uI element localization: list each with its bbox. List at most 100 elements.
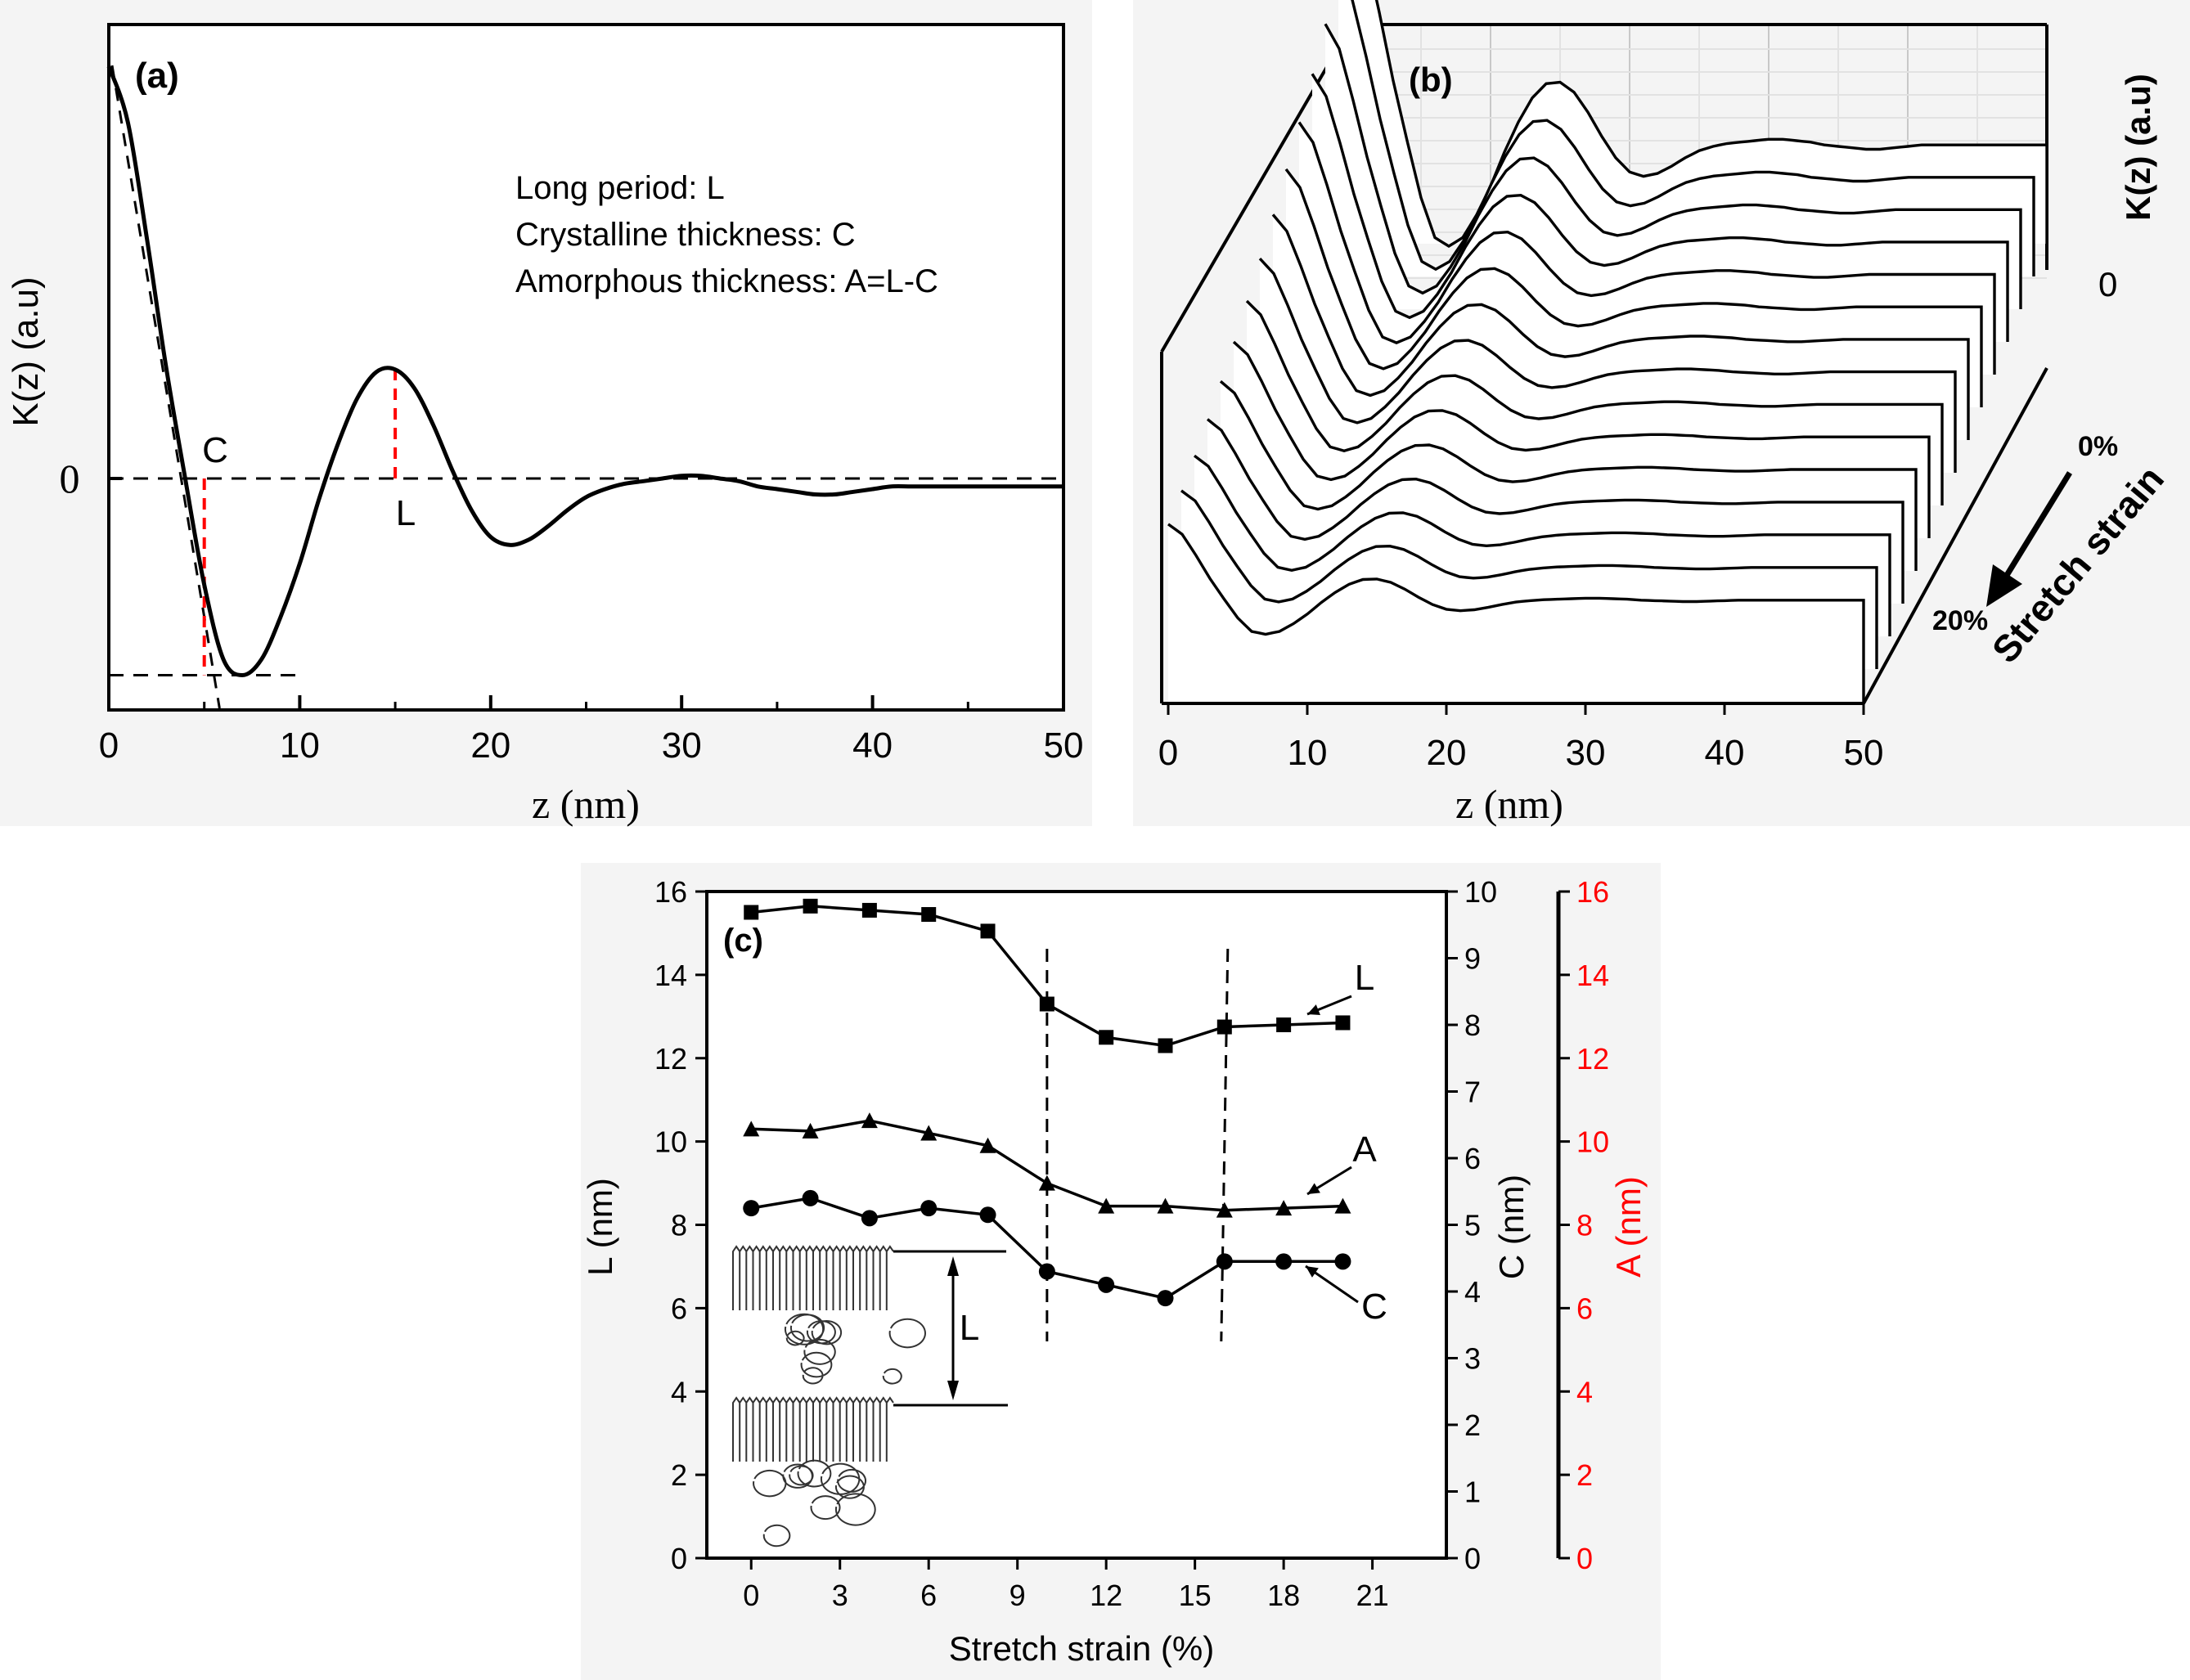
panel-a-tangent-line	[110, 65, 221, 709]
panel-c-c-axis-tick-label: 10	[1464, 875, 1497, 909]
panel-b-y-axis-label: K(z) (a.u)	[2119, 74, 2157, 221]
panel-c-point-A	[979, 1137, 996, 1153]
panel-c-lamella-folds	[732, 1245, 894, 1310]
panel-b-strain-curve	[1297, 121, 1996, 375]
panel-a-x-tick-label: 10	[280, 725, 320, 766]
panel-c-a-axis-tick-label: 2	[1576, 1458, 1593, 1492]
panel-c-point-A	[920, 1125, 938, 1141]
panel-b-bottom-right-edge	[1862, 367, 2048, 704]
panel-b-x-tick-labels: 0 10 20 30 40 50	[1158, 703, 1884, 773]
panel-a-note-amorphous: Amorphous thickness: A=L-C	[515, 263, 938, 299]
panel-c-point-L	[1335, 1015, 1351, 1031]
panel-c-x-tick-label: 0	[743, 1579, 759, 1612]
panel-c-a-axis-tick-label: 8	[1576, 1209, 1593, 1242]
panel-c-point-C	[861, 1210, 878, 1227]
panel-c-callout-a-arrow-head	[1307, 1183, 1320, 1194]
panel-c-point-L	[921, 907, 937, 923]
panel-c-left-axis-label: L (nm)	[581, 1178, 619, 1276]
panel-b-label: (b)	[1409, 61, 1453, 99]
panel-a-x-tick-label: 30	[662, 725, 702, 766]
panel-c-x-axis-label: Stretch strain (%)	[949, 1629, 1214, 1668]
panel-c-x-tick-label: 18	[1267, 1579, 1300, 1612]
panel-c-series	[743, 898, 1351, 1307]
panel-c-l-axis-tick-label: 14	[654, 959, 687, 992]
panel-c-l-axis-tick-label: 10	[654, 1125, 687, 1159]
panel-c-x-tick-label: 12	[1090, 1579, 1122, 1612]
panel-c-c-axis-tick-label: 8	[1464, 1008, 1481, 1042]
panel-b-strain-arrowhead	[1986, 564, 2022, 607]
panel-c-x-tick-label: 15	[1179, 1579, 1212, 1612]
panel-b-strain-curve	[1258, 257, 1957, 473]
panel-c-point-A	[743, 1121, 760, 1137]
panel-c-point-A	[1216, 1202, 1233, 1218]
panel-b-strain-curve	[1271, 213, 1970, 440]
panel-c-c-axis-tick-label: 9	[1464, 942, 1481, 976]
panel-a-x-axis-label: z (nm)	[532, 781, 640, 827]
panel-b-strain-0-label: 0%	[2078, 431, 2118, 462]
panel-a-x-tick-label: 20	[470, 725, 510, 766]
panel-b-x-tick-label: 30	[1566, 733, 1606, 773]
panel-b-strain-curve	[1351, 0, 2035, 276]
panel-a: 0 10 20 30 40 50 0 (a) Long period: L Crystal…	[0, 0, 1092, 827]
panel-a-kz-curve	[106, 65, 1064, 678]
panel-b-waterfall-curves	[1167, 0, 2048, 702]
panel-b-top-left-edge	[1160, 23, 1353, 353]
panel-c-point-C	[1334, 1253, 1351, 1270]
panel-c-series-callouts	[1305, 995, 1359, 1304]
panel-c-lamellae-inset	[732, 1245, 1008, 1547]
panel-a-marker-l-label: L	[396, 493, 416, 533]
panel-c-point-C	[920, 1200, 938, 1217]
panel-c-x-tick-label: 21	[1356, 1579, 1389, 1612]
panel-c-inset-arrow-up	[947, 1256, 959, 1276]
panel-a-y-axis-label: K(z) (a.u)	[6, 276, 46, 426]
panel-a-x-tick-label: 50	[1044, 725, 1084, 766]
panel-b-x-tick-label: 50	[1844, 733, 1884, 773]
panel-b-x-axis-label: z (nm)	[1455, 781, 1563, 827]
panel-a-x-tick-label: 0	[99, 725, 119, 766]
panel-c-point-A	[861, 1112, 878, 1129]
panel-c-a-axis-tick-label: 10	[1576, 1125, 1609, 1159]
panel-c-point-L	[1099, 1030, 1114, 1045]
panel-b-x-tick-label: 40	[1705, 733, 1745, 773]
panel-c-plot-area	[705, 890, 1448, 1560]
panel-b-strain-arrow	[2003, 471, 2072, 578]
panel-c-c-axis-tick-label: 3	[1464, 1342, 1481, 1376]
panel-c-lamella-folds	[732, 1396, 894, 1462]
panel-c-amorphous-coils	[784, 1313, 926, 1385]
panel-c-c-axis-tick-label: 4	[1464, 1275, 1481, 1309]
panel-c-point-L	[1216, 1019, 1232, 1035]
panel-a-y-zero-label: 0	[60, 456, 80, 501]
panel-b-frame	[1160, 23, 2048, 705]
panel-c-l-axis-tick-label: 12	[654, 1042, 687, 1076]
panel-b-strain-curve	[1232, 340, 1931, 538]
panel-b: 0 10 20 30 40 50 (b) K(z) (a.u) 0 0% 20% Stre…	[1133, 0, 2190, 827]
panel-c-point-A	[1334, 1197, 1351, 1214]
panel-c-callout-l-text: L	[1355, 958, 1374, 998]
panel-c-point-C	[802, 1189, 819, 1206]
panel-b-x-tick-label: 20	[1427, 733, 1467, 773]
panel-c-a-axis-tick-label: 0	[1576, 1542, 1593, 1575]
panel-c-callout-c-arrow-head	[1306, 1266, 1319, 1278]
panel-b-strain-curve	[1311, 73, 2009, 342]
panel-c-callout-c-text: C	[1361, 1287, 1387, 1327]
panel-c-a-axis-tick-label: 4	[1576, 1375, 1593, 1408]
panel-c-callout-l-arrow-head	[1307, 1004, 1320, 1016]
panel-b-strain-curve	[1167, 523, 1865, 702]
panel-a-x-ticks	[107, 477, 1065, 710]
panel-c-x-tick-label: 6	[920, 1579, 937, 1612]
panel-c-label: (c)	[723, 923, 763, 959]
panel-c-c-axis-label: C (nm)	[1492, 1175, 1531, 1279]
panel-b-curve-fill	[1168, 523, 1864, 702]
panel-a-x-tick-label: 40	[852, 725, 893, 766]
panel-b-strain-curve	[1219, 380, 1918, 571]
panel-b-strain-curve	[1206, 418, 1904, 604]
panel-c-a-axis-tick-label: 14	[1576, 959, 1609, 992]
panel-b-strain-curve	[1374, 0, 2048, 248]
panel-c-point-C	[1275, 1253, 1293, 1270]
panel-c-point-A	[802, 1122, 819, 1139]
panel-c-dashed-line	[1220, 948, 1230, 1342]
panel-c-point-C	[1157, 1290, 1174, 1307]
panel-c-point-C	[1038, 1263, 1055, 1280]
panel-c-point-L	[803, 898, 818, 914]
panel-c-point-C	[1098, 1276, 1115, 1293]
